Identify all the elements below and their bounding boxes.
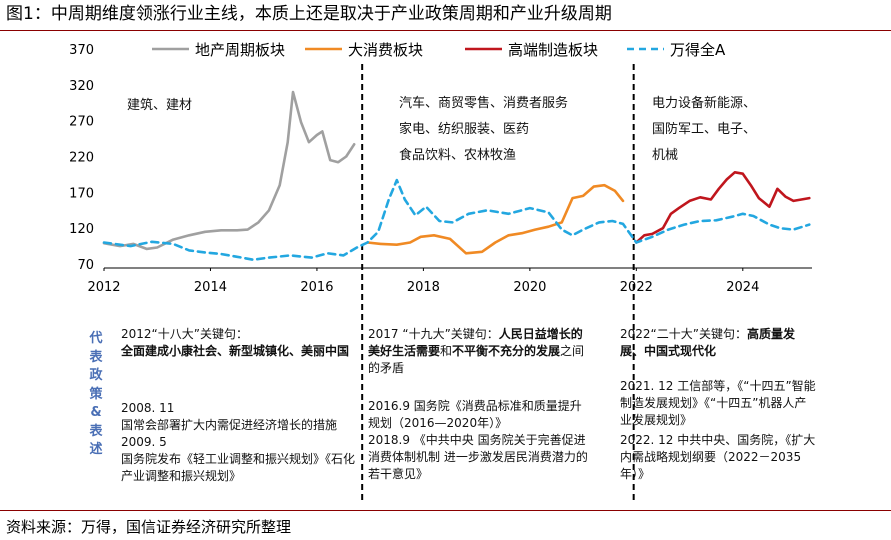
col1-e1-date: 2008. 11 [121, 401, 175, 415]
y-tick-label: 220 [69, 151, 94, 166]
x-tick-label: 2018 [407, 280, 440, 295]
period2-line: 汽车、商贸零售、消费者服务 [399, 96, 569, 111]
title-rule [0, 30, 891, 31]
side-char: 述 [89, 442, 103, 457]
x-tick-label: 2020 [513, 280, 546, 295]
col3-e1-text: 2021. 12 工信部等，《“十四五”智能制造发展规划》《“十四五”机器人产业… [620, 379, 816, 427]
col2-kw-tail: 之间的矛盾 [368, 344, 585, 375]
figure-title: 图1：中周期维度领涨行业主线，本质上还是取决于产业政策周期和产业升级周期 [6, 4, 612, 24]
y-tick-label: 270 [69, 115, 94, 130]
x-tick-label: 2016 [300, 280, 333, 295]
col2-kw-mid: 和 [440, 344, 453, 358]
legend-label: 大消费板块 [348, 41, 423, 59]
legend-label: 高端制造板块 [508, 41, 598, 59]
series-line-地产周期板块 [102, 90, 356, 251]
y-tick-label: 170 [69, 186, 94, 201]
source-rule [0, 510, 891, 511]
x-tick-label: 2014 [194, 280, 227, 295]
period2-line: 家电、纺织服装、医药 [399, 122, 530, 137]
policy-col3-events: 2021. 12 工信部等，《“十四五”智能制造发展规划》《“十四五”机器人产业… [620, 378, 816, 483]
x-tick-label: 2024 [726, 280, 759, 295]
policy-col1-events: 2008. 11 国常会部署扩大内需促进经济增长的措施 2009. 5 国务院发… [121, 400, 357, 485]
policy-side-label: 代 表 政 策 & 表 述 [88, 330, 104, 460]
period2-line: 食品饮料、农林牧渔 [399, 148, 517, 163]
col2-kw-bold1: 人民日益增长的美好生活需要 [368, 327, 583, 358]
period3-line: 电力设备新能源、 [652, 96, 757, 111]
y-tick-label: 370 [69, 43, 94, 58]
col1-kw-bold: 全面建成小康社会、新型城镇化、美丽中国 [121, 344, 350, 358]
side-char: 表 [89, 349, 103, 365]
series-line-大消费板块 [366, 183, 625, 255]
side-char: 策 [89, 386, 103, 402]
y-tick-label: 120 [69, 222, 94, 237]
side-char: 政 [89, 368, 103, 383]
policy-col2-keyword: 2017 “十九大”关键句：人民日益增长的美好生活需要和不平衡不充分的发展之间的… [368, 326, 590, 377]
col2-e2-text: 2018.9 《中共中央 国务院关于完善促进消费体制机制 进一步激发居民消费潜力… [368, 433, 588, 481]
col3-kw-head: 2022“二十大”关键句： [620, 327, 747, 341]
side-char: 表 [89, 423, 103, 439]
legend-label: 万得全A [670, 41, 726, 59]
col1-e2-text: 国务院发布《轻工业调整和振兴规划》《石化产业调整和振兴规划》 [121, 452, 356, 483]
period3-line: 国防军工、电子、 [652, 122, 757, 137]
period3-line: 机械 [652, 148, 679, 163]
col3-kw-bold: 高质量发展、中国式现代化 [620, 327, 795, 358]
col1-kw-head: 2012“十八大”关键句： [121, 327, 248, 341]
period2-industries: 汽车、商贸零售、消费者服务 家电、纺织服装、医药 食品饮料、农林牧渔 [399, 91, 568, 169]
policy-col2-events: 2016.9 国务院《消费品标准和质量提升规划（2016—2020年）》 201… [368, 398, 590, 483]
col2-e1-text: 2016.9 国务院《消费品标准和质量提升规划（2016—2020年）》 [368, 399, 582, 430]
col2-kw-bold2: 不平衡不充分的发展 [452, 344, 561, 358]
y-tick-label: 70 [77, 258, 94, 273]
col2-kw-head: 2017 “十九大”关键句： [368, 327, 499, 341]
side-char: 代 [89, 331, 103, 346]
col1-e1-text: 国常会部署扩大内需促进经济增长的措施 [121, 418, 338, 432]
period3-industries: 电力设备新能源、 国防军工、电子、 机械 [652, 91, 756, 169]
side-char: & [90, 405, 102, 420]
legend-label: 地产周期板块 [195, 41, 285, 59]
policy-col3-keyword: 2022“二十大”关键句：高质量发展、中国式现代化 [620, 326, 816, 360]
series-line-高端制造板块 [634, 171, 811, 244]
x-tick-label: 2012 [87, 280, 120, 295]
col1-e2-date: 2009. 5 [121, 435, 167, 449]
y-tick-label: 320 [69, 79, 94, 94]
series-line-万得全A [102, 178, 811, 262]
period1-industries: 建筑、建材 [127, 98, 193, 113]
policy-col1-keyword: 2012“十八大”关键句： 全面建成小康社会、新型城镇化、美丽中国 [121, 326, 357, 360]
x-tick-label: 2022 [620, 280, 653, 295]
col3-e2-text: 2022. 12 中共中央、国务院，《扩大内需战略规划纲要（2022－2035年… [620, 433, 816, 481]
source-note: 资料来源：万得，国信证券经济研究所整理 [6, 518, 292, 536]
